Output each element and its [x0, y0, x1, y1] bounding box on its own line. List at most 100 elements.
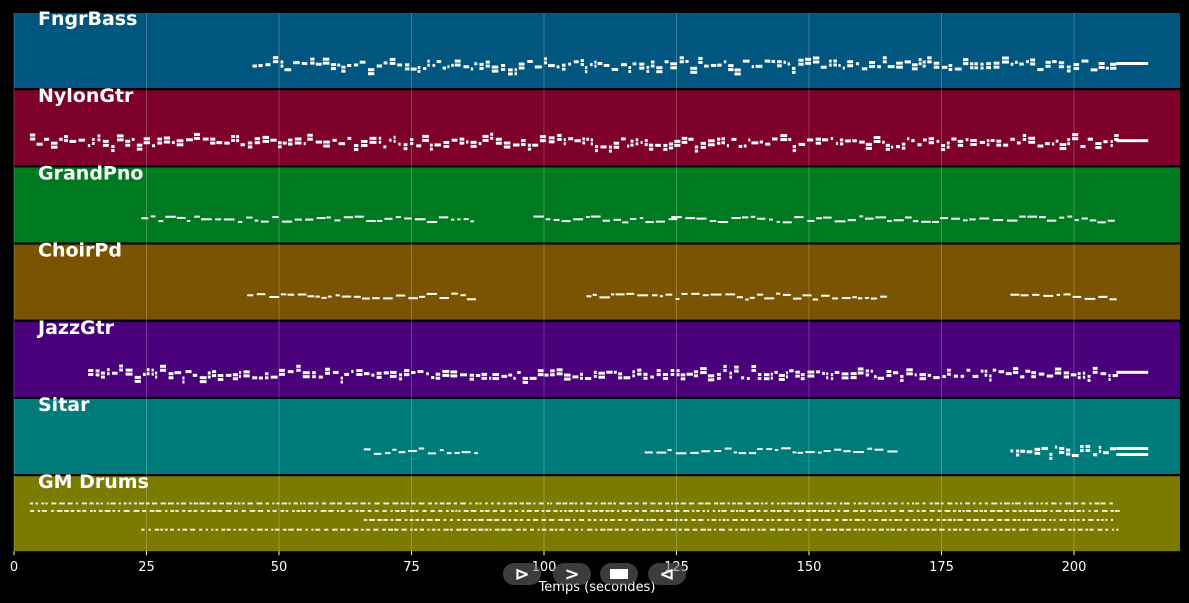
note [398, 373, 403, 377]
note [685, 59, 689, 63]
note [954, 67, 962, 71]
drum-hit [35, 502, 38, 505]
note [116, 138, 124, 142]
note [1072, 137, 1079, 141]
note [1067, 138, 1071, 142]
drum-hit [888, 502, 892, 505]
drum-hit [568, 528, 571, 531]
stop-button[interactable] [600, 563, 638, 585]
drum-hit [621, 528, 626, 531]
note [463, 65, 470, 69]
drum-hit [167, 502, 174, 505]
note [315, 295, 320, 298]
x-tick-label: 75 [403, 560, 420, 575]
drum-hit [1019, 528, 1026, 531]
note [561, 63, 566, 67]
note [674, 139, 681, 143]
note [792, 297, 802, 300]
note [623, 376, 631, 380]
drum-hit [503, 502, 507, 505]
drum-hit [1064, 509, 1068, 512]
note [707, 378, 715, 382]
drum-hit [912, 518, 916, 521]
note [366, 220, 376, 223]
note [900, 374, 904, 378]
drum-hit [226, 528, 231, 531]
note [376, 219, 383, 222]
drum-hit [45, 502, 48, 505]
note [951, 137, 957, 141]
drum-hit [798, 518, 802, 521]
note [1063, 371, 1069, 375]
note [662, 372, 668, 376]
step-back-button[interactable]: ⊲ [648, 563, 686, 585]
step-forward-button[interactable]: ⊳ [503, 563, 541, 585]
drum-hit [300, 502, 303, 505]
drum-hit [533, 502, 536, 505]
note [857, 371, 864, 375]
sustain-note [1116, 139, 1149, 143]
note [29, 133, 36, 137]
drum-hit [530, 528, 534, 531]
note [891, 145, 894, 149]
note [216, 141, 223, 145]
note [97, 138, 101, 142]
drum-hit [221, 528, 226, 531]
drum-hit [409, 518, 414, 521]
drum-hit [679, 518, 683, 521]
note [211, 370, 217, 374]
x-tick-label: 50 [271, 560, 288, 575]
drum-hit [691, 518, 696, 521]
note [939, 217, 948, 220]
note [457, 218, 461, 221]
note [384, 452, 391, 455]
note [748, 452, 757, 455]
labels-layer: FngrBassNylonGtrGrandPnoChoirPdJazzGtrSi… [36, 8, 149, 493]
drum-hit [296, 528, 302, 531]
sustain-note [1116, 62, 1149, 65]
note [1066, 452, 1071, 456]
drum-hit [365, 528, 371, 531]
note [1089, 219, 1097, 222]
drum-hit [1094, 509, 1098, 512]
note [491, 65, 499, 69]
note [258, 64, 263, 68]
drum-hit [374, 509, 379, 512]
drum-hit [138, 502, 145, 505]
note [792, 451, 797, 454]
note [265, 63, 271, 67]
note [341, 65, 346, 69]
drum-hit [438, 509, 443, 512]
drum-hit [193, 509, 198, 512]
note [353, 148, 359, 152]
play-button[interactable]: > [553, 563, 591, 585]
drum-hit [947, 502, 953, 505]
drum-hit [546, 502, 550, 505]
note [1051, 142, 1055, 146]
note [111, 149, 115, 153]
note [1098, 66, 1105, 70]
note [102, 139, 109, 143]
note [1049, 456, 1053, 460]
drum-hit [212, 502, 217, 505]
drum-hit [666, 509, 671, 512]
note [592, 293, 597, 296]
note [1080, 445, 1084, 449]
note [656, 373, 661, 377]
note [676, 373, 680, 377]
note [922, 64, 926, 68]
note [392, 448, 397, 451]
note [733, 451, 737, 454]
note [1049, 452, 1053, 456]
drum-hit [133, 509, 140, 512]
note [155, 375, 158, 379]
note [1100, 372, 1107, 376]
track-notes-nylongtr [29, 132, 1149, 153]
note [1109, 298, 1117, 301]
drum-hit [910, 528, 915, 531]
note [865, 142, 872, 146]
note [816, 370, 820, 374]
drum-hit [997, 518, 1003, 521]
note [326, 216, 331, 219]
drum-hit [745, 502, 751, 505]
